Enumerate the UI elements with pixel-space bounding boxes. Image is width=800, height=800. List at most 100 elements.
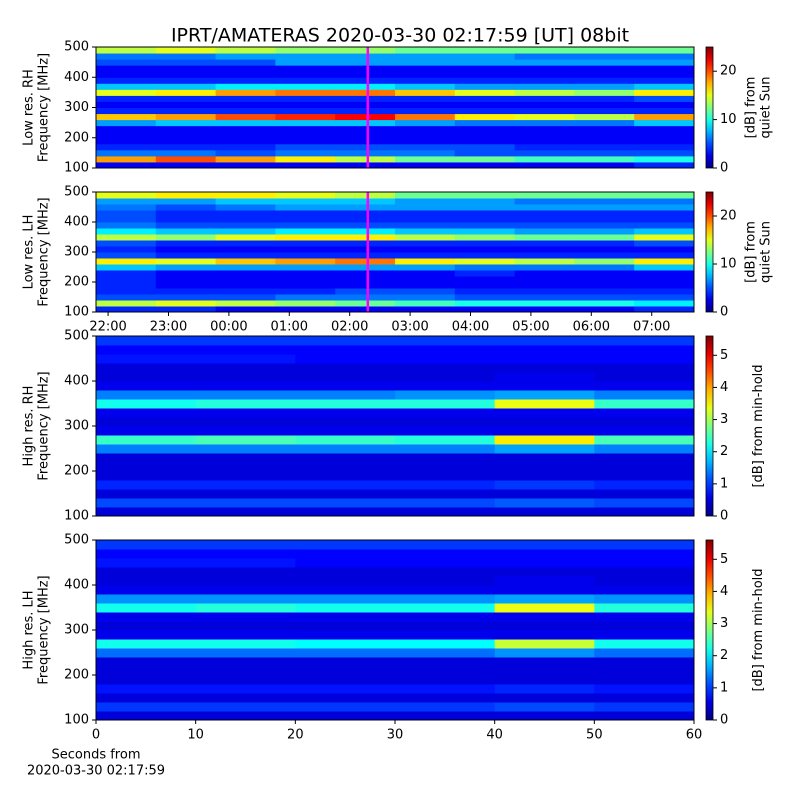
heatmap-cell [454, 161, 516, 169]
y-axis-label-line: Low res. RH [21, 69, 36, 146]
heatmap-cell [295, 363, 396, 373]
heatmap-cell [634, 210, 695, 217]
heatmap-cell [335, 216, 396, 223]
heatmap-cell [594, 612, 695, 622]
heatmap-cell [594, 480, 695, 490]
heatmap-cell [295, 621, 396, 631]
heatmap-cell [215, 258, 276, 265]
heatmap-cell [395, 83, 456, 90]
heatmap-cell [594, 594, 695, 604]
heatmap-cell [335, 222, 396, 229]
heatmap-cell [96, 666, 197, 676]
colorbar-tick-label: 5 [720, 348, 728, 363]
heatmap-cell [215, 198, 276, 205]
heatmap-cell [574, 113, 635, 121]
heatmap-cell [395, 246, 456, 253]
heatmap-cell [395, 558, 496, 568]
heatmap-cell [215, 276, 276, 283]
heatmap-cell [96, 222, 157, 229]
heatmap-cell [574, 246, 635, 253]
heatmap-cell [335, 71, 396, 78]
heatmap-cell [295, 480, 396, 490]
heatmap-cell [634, 276, 695, 283]
heatmap-cell [96, 216, 157, 223]
heatmap-cell [215, 155, 276, 163]
y-axis-label: High res. LHFrequency [MHz] [21, 575, 51, 684]
y-tick-label: 400 [64, 215, 89, 230]
heatmap-cell [634, 161, 695, 169]
heatmap-cell [295, 711, 396, 721]
heatmap-cell [395, 657, 496, 667]
heatmap-cell [574, 59, 635, 66]
heatmap-cell [634, 113, 695, 121]
heatmap-cell [395, 549, 496, 559]
heatmap-cell [594, 603, 695, 613]
heatmap-cell [96, 228, 157, 235]
heatmap-cell [275, 306, 336, 313]
heatmap-cell [295, 444, 396, 454]
heatmap-cell [335, 204, 396, 211]
heatmap-cell [395, 198, 456, 205]
heatmap-cell [594, 666, 695, 676]
heatmap-cell [634, 137, 695, 145]
heatmap-cell [454, 101, 516, 108]
heatmap-cell [155, 131, 217, 139]
heatmap-cell [494, 408, 595, 418]
heatmap-cell [96, 137, 157, 145]
heatmap-cell [155, 149, 217, 157]
heatmap-cell [594, 489, 695, 499]
y-tick-label: 100 [64, 509, 89, 524]
heatmap-cell [155, 119, 217, 127]
heatmap-cell [634, 300, 695, 307]
heatmap-cell [454, 65, 516, 72]
heatmap-cell [574, 119, 635, 127]
heatmap-cell [594, 540, 695, 550]
heatmap-cell [295, 345, 396, 355]
heatmap-cell [594, 558, 695, 568]
heatmap-cell [275, 83, 336, 90]
heatmap-cell [395, 354, 496, 364]
y-tick-label: 200 [64, 464, 89, 479]
heatmap-cell [494, 354, 595, 364]
heatmap-cell [335, 252, 396, 259]
heatmap-cell [96, 639, 197, 649]
heatmap-cell [594, 675, 695, 685]
heatmap-cell [454, 89, 516, 96]
heatmap-cell [454, 125, 516, 133]
colorbar-label-line: [dB] from [743, 77, 758, 139]
heatmap-cell [634, 288, 695, 295]
y-tick-label: 300 [64, 623, 89, 638]
heatmap-cell [275, 216, 336, 223]
heatmap-cell [96, 693, 197, 703]
heatmap-cell [574, 107, 635, 115]
heatmap-cell [295, 657, 396, 667]
y-axis-label: Low res. LHFrequency [MHz] [21, 197, 51, 306]
heatmap-cell [96, 444, 197, 454]
heatmap-cell [634, 89, 695, 96]
heatmap-cell [634, 198, 695, 205]
heatmap-cell [594, 576, 695, 586]
heatmap-cell [634, 306, 695, 313]
heatmap-cell [215, 113, 276, 121]
heatmap-cell [395, 471, 496, 481]
y-tick-label: 400 [64, 70, 89, 85]
x-tick-label: 10 [187, 728, 204, 743]
heatmap-cell [594, 426, 695, 436]
x-tick-label: 50 [586, 728, 603, 743]
heatmap-cell [454, 204, 516, 211]
heatmap-cell [155, 137, 217, 145]
heatmap-cell [96, 294, 157, 301]
heatmap-cell [215, 228, 276, 235]
heatmap-cell [634, 234, 695, 241]
heatmap-cell [514, 65, 575, 72]
heatmap-cell [96, 558, 197, 568]
heatmap-cell [335, 119, 396, 127]
heatmap-cell [454, 234, 516, 241]
heatmap-cell [96, 119, 157, 127]
heatmap-cell [295, 549, 396, 559]
heatmap-cell [215, 143, 276, 151]
heatmap-cell [335, 77, 396, 84]
x-tick-label: 40 [486, 728, 503, 743]
heatmap-cell [195, 354, 296, 364]
